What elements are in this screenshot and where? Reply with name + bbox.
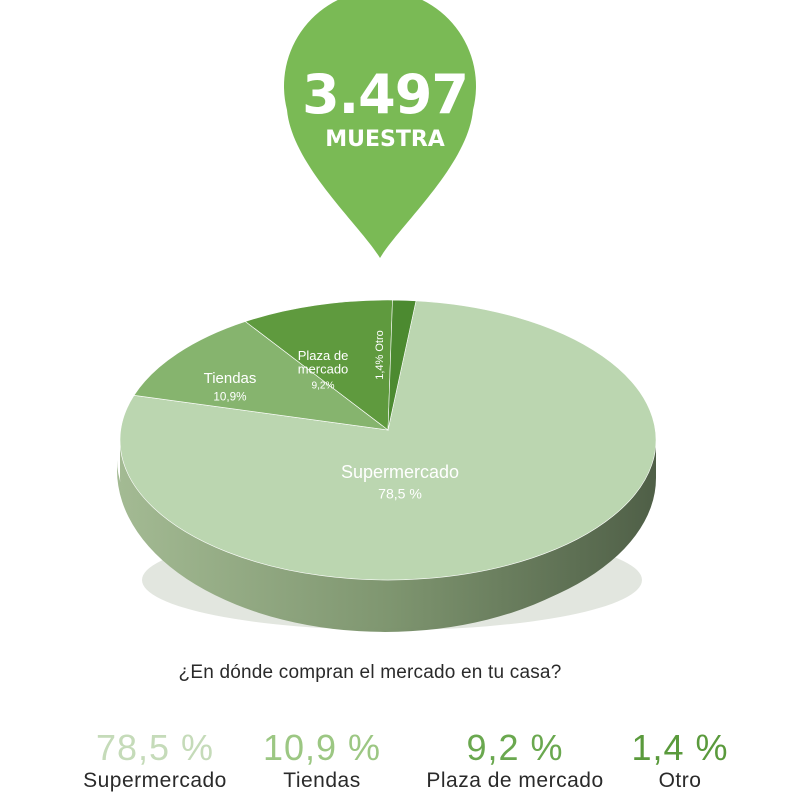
legend-label: Otro <box>658 769 702 792</box>
legend-value: 1,4 % <box>631 727 729 768</box>
pie-chart: Supermercado 78,5 % Tiendas 10,9% Plaza de me… <box>117 299 657 632</box>
legend-item: 9,2 % Plaza de mercado <box>415 728 615 794</box>
legend-item: 10,9 % Tiendas <box>222 728 422 794</box>
sample-badge: 3.497 MUESTRA <box>284 0 476 258</box>
pie-slice-plaza-de-mercado <box>244 299 393 431</box>
pie-side-body <box>120 440 656 628</box>
legend-label: Plaza de mercado <box>426 769 604 792</box>
pie-slice-supermercado <box>119 300 657 581</box>
sample-count: 3.497 <box>302 63 468 126</box>
legend-label: Tiendas <box>283 769 361 792</box>
legend-label: Supermercado <box>83 769 227 792</box>
sample-label: MUESTRA <box>325 127 445 152</box>
slice-label-plaza-de-mercado: Plaza de mercado 9,2% <box>298 348 349 392</box>
legend-value: 78,5 % <box>95 727 215 768</box>
legend-item: 1,4 % Otro <box>580 728 780 794</box>
legend-item: 78,5 % Supermercado <box>55 728 255 794</box>
slice-label-tiendas: Tiendas 10,9% <box>204 370 257 403</box>
legend-value: 10,9 % <box>262 727 382 768</box>
pie-slice-tiendas <box>133 321 390 431</box>
slice-label-supermercado: Supermercado 78,5 % <box>341 462 459 502</box>
pie-slice-otro <box>387 299 417 431</box>
slice-label-otro: 1,4% Otro <box>374 330 386 380</box>
survey-question: ¿En dónde compran el mercado en tu casa? <box>178 662 562 683</box>
legend-value: 9,2 % <box>466 727 564 768</box>
map-pin-icon <box>284 0 476 258</box>
